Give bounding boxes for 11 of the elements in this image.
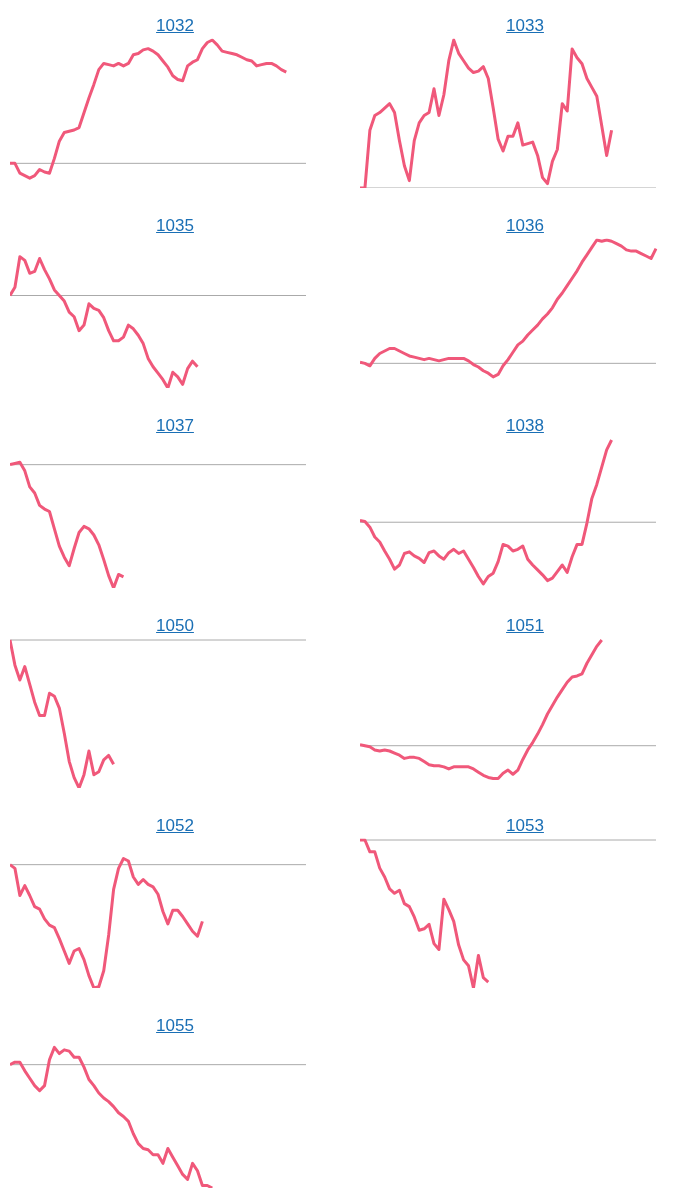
chart-title: 1055 <box>155 1015 195 1037</box>
chart-title: 1053 <box>505 815 545 837</box>
chart-title: 1050 <box>155 615 195 637</box>
chart-title: 1051 <box>505 615 545 637</box>
chart-title: 1038 <box>505 415 545 437</box>
chart-title: 1052 <box>155 815 195 837</box>
chart-title: 1037 <box>155 415 195 437</box>
chart-title: 1035 <box>155 215 195 237</box>
chart-title: 1036 <box>505 215 545 237</box>
chart-title: 1033 <box>505 15 545 37</box>
chart-title: 1032 <box>155 15 195 37</box>
